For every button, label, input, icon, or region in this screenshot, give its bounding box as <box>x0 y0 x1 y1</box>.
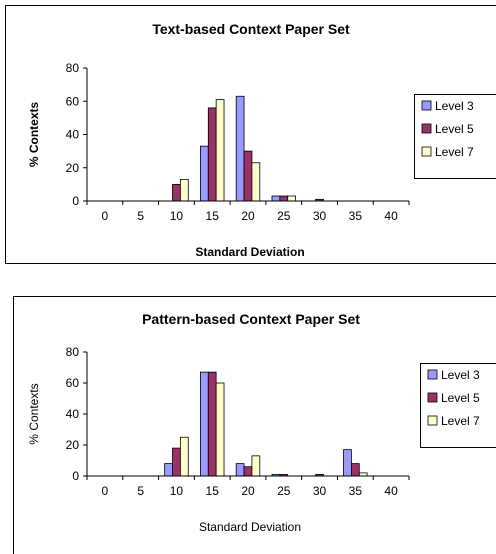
legend-swatch <box>427 415 438 426</box>
legend-swatch <box>421 100 432 111</box>
legend-label: Level 3 <box>441 368 480 382</box>
legend-label: Level 5 <box>441 391 480 405</box>
bar <box>279 195 289 202</box>
bar <box>243 150 253 202</box>
y-tick-label: 20 <box>66 161 80 175</box>
legend-swatch <box>427 392 438 403</box>
x-tick-label: 40 <box>384 484 398 498</box>
bar <box>251 162 261 202</box>
x-tick-label: 35 <box>349 484 363 498</box>
bar <box>207 107 217 202</box>
chart-title: Pattern-based Context Paper Set <box>142 311 360 327</box>
y-tick-label: 20 <box>66 438 80 452</box>
legend: Level 3 Level 5 Level 7 <box>420 363 496 448</box>
x-tick-label: 20 <box>241 209 255 223</box>
x-tick-label: 40 <box>384 209 398 223</box>
legend-swatch <box>427 369 438 380</box>
bar <box>350 463 360 477</box>
chart-1: Text-based Context Paper Set 0 20 40 60 80 0 5 1… <box>5 5 496 264</box>
legend-label: Level 7 <box>435 145 474 159</box>
bar <box>271 195 281 202</box>
x-tick-label: 5 <box>137 209 144 223</box>
x-tick-label: 25 <box>277 209 291 223</box>
legend-label: Level 7 <box>441 414 480 428</box>
bar <box>200 371 209 477</box>
bar <box>179 178 189 202</box>
bar <box>207 371 217 477</box>
chart-2: Pattern-based Context Paper Set 0 20 40 60 80… <box>13 296 496 554</box>
legend-swatch <box>421 123 432 134</box>
chart-title: Text-based Context Paper Set <box>152 21 350 37</box>
y-tick-label: 80 <box>66 61 80 75</box>
x-tick-label: 10 <box>170 209 184 223</box>
y-tick-label: 0 <box>72 194 79 208</box>
x-tick-label: 30 <box>313 209 327 223</box>
bar <box>215 99 225 202</box>
y-axis-title: % Contexts <box>27 383 41 444</box>
x-axis-title: Standard Deviation <box>199 520 301 534</box>
x-tick-label: 20 <box>241 484 255 498</box>
x-tick-label: 35 <box>349 209 363 223</box>
chart-frame <box>13 296 496 554</box>
bar <box>243 466 253 477</box>
bar <box>200 145 209 202</box>
bar <box>164 463 173 477</box>
bar <box>172 447 181 477</box>
bar <box>179 436 189 477</box>
bar <box>235 463 245 477</box>
x-tick-label: 5 <box>137 484 144 498</box>
x-tick-label: 10 <box>170 484 184 498</box>
bar <box>172 183 181 202</box>
x-tick-label: 15 <box>206 484 220 498</box>
y-tick-label: 40 <box>66 128 80 142</box>
legend-label: Level 5 <box>435 122 474 136</box>
y-axis-title: % Contexts <box>27 102 41 168</box>
x-tick-label: 25 <box>277 484 291 498</box>
y-tick-label: 40 <box>66 407 80 421</box>
bar <box>251 455 261 477</box>
bar <box>215 382 225 477</box>
legend: Level 3 Level 5 Level 7 <box>414 94 496 179</box>
x-tick-label: 0 <box>102 209 109 223</box>
x-tick-label: 0 <box>102 484 109 498</box>
y-tick-label: 80 <box>66 345 80 359</box>
x-axis-title: Standard Deviation <box>195 245 304 259</box>
bar <box>235 95 245 202</box>
x-tick-label: 30 <box>313 484 327 498</box>
bar <box>343 449 352 477</box>
y-tick-label: 0 <box>72 469 79 483</box>
x-tick-label: 15 <box>206 209 220 223</box>
legend-swatch <box>421 146 432 157</box>
y-tick-label: 60 <box>66 94 80 108</box>
bar <box>287 195 296 202</box>
legend-label: Level 3 <box>435 99 474 113</box>
y-tick-label: 60 <box>66 376 80 390</box>
